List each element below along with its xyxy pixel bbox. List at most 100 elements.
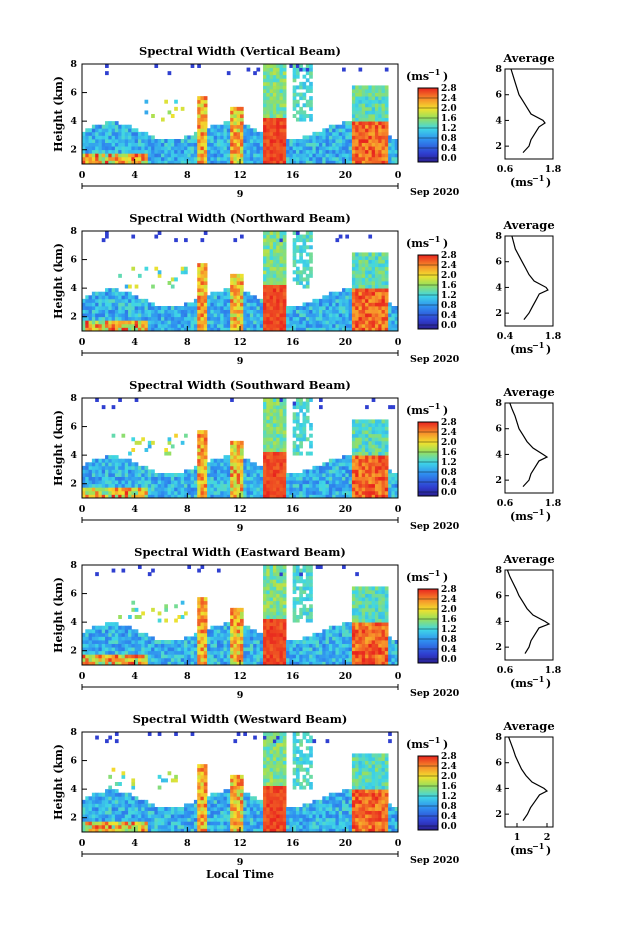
heatmap-cell <box>374 476 379 481</box>
heatmap-cell <box>82 135 86 140</box>
heatmap-cell <box>282 458 287 463</box>
heatmap-cell <box>134 607 139 612</box>
heatmap-cell <box>101 661 106 666</box>
heatmap-cell <box>276 618 280 623</box>
heatmap-cell <box>236 124 241 129</box>
heatmap-cell <box>374 458 379 463</box>
x-tick-label: 4 <box>131 337 138 348</box>
heatmap-cell <box>292 96 297 101</box>
heatmap-cell <box>233 458 238 463</box>
heatmap-cell <box>223 476 228 481</box>
heatmap-cell <box>299 259 303 264</box>
heatmap-cell <box>190 153 195 158</box>
heatmap-cell <box>190 640 195 644</box>
heatmap-cell <box>131 156 136 161</box>
heatmap-cell <box>207 298 211 303</box>
heatmap-cell <box>200 316 205 321</box>
heatmap-cell <box>233 483 238 488</box>
heatmap-cell <box>345 121 350 126</box>
heatmap-cell <box>161 117 165 122</box>
heatmap-cell <box>355 469 359 474</box>
heatmap-cell <box>351 149 356 154</box>
heatmap-cell <box>365 302 369 307</box>
heatmap-cell <box>88 483 93 488</box>
heatmap-cell <box>279 273 284 278</box>
heatmap-cell <box>292 433 297 438</box>
heatmap-cell <box>266 448 271 452</box>
heatmap-cell <box>282 277 287 282</box>
heatmap-cell <box>305 245 310 250</box>
heatmap-cell <box>365 309 369 314</box>
heatmap-cell <box>141 636 145 641</box>
heatmap-cell <box>243 640 247 644</box>
heatmap-cell <box>203 302 208 307</box>
heatmap-cell <box>124 625 129 630</box>
heatmap-cell <box>246 469 251 474</box>
heatmap-cell <box>197 106 201 111</box>
heatmap-cell <box>332 302 336 307</box>
heatmap-cell <box>325 309 330 314</box>
heatmap-cell <box>263 579 267 584</box>
heatmap-cell <box>272 277 277 282</box>
heatmap-cell <box>82 131 86 136</box>
heatmap-cell <box>374 426 379 431</box>
heatmap-cell <box>230 295 234 300</box>
heatmap-cell <box>207 465 211 470</box>
heatmap-cell <box>276 92 280 97</box>
heatmap-cell <box>91 473 96 477</box>
heatmap-cell <box>124 476 129 481</box>
heatmap-cell <box>388 480 392 485</box>
heatmap-cell <box>351 110 356 115</box>
heatmap-cell <box>108 306 113 310</box>
heatmap-cell <box>131 302 136 307</box>
heatmap-cell <box>131 149 136 154</box>
heatmap-cell <box>246 316 251 321</box>
heatmap-cell <box>236 487 241 492</box>
heatmap-cell <box>131 135 136 140</box>
heatmap-cell <box>200 135 205 140</box>
heatmap-cell <box>351 273 356 278</box>
heatmap-cell <box>371 455 376 460</box>
heatmap-cell <box>365 156 369 161</box>
heatmap-cell <box>137 487 142 492</box>
heatmap-cell <box>137 654 142 659</box>
heatmap-cell <box>128 323 132 328</box>
heatmap-cell <box>91 650 96 655</box>
heatmap-cell <box>134 320 139 325</box>
heatmap-cell <box>381 266 386 271</box>
heatmap-cell <box>216 139 221 143</box>
heatmap-cell <box>144 650 149 655</box>
heatmap-cell <box>345 146 350 151</box>
heatmap-cell <box>355 117 359 122</box>
heatmap-cell <box>263 327 267 332</box>
heatmap-cell <box>263 259 267 264</box>
heatmap-cell <box>230 465 234 470</box>
heatmap-cell <box>249 309 254 314</box>
heatmap-cell <box>230 110 234 115</box>
heatmap-cell <box>174 487 178 492</box>
heatmap-cell <box>144 494 149 499</box>
heatmap-cell <box>289 146 294 151</box>
heatmap-cell <box>368 426 373 431</box>
heatmap-cell <box>187 327 192 332</box>
heatmap-cell <box>374 451 379 456</box>
heatmap-cell <box>253 476 257 481</box>
heatmap-cell <box>88 476 93 481</box>
heatmap-cell <box>88 640 93 644</box>
heatmap-cell <box>345 135 350 140</box>
heatmap-cell <box>177 483 182 488</box>
heatmap-cell <box>302 92 307 97</box>
heatmap-cell <box>124 316 129 321</box>
heatmap-cell <box>223 636 228 641</box>
heatmap-cell <box>105 298 109 303</box>
heatmap-cell <box>355 270 359 275</box>
heatmap-cell <box>292 313 297 318</box>
heatmap-cell <box>355 284 359 289</box>
heatmap-cell <box>167 654 172 659</box>
heatmap-cell <box>240 444 244 449</box>
heatmap-cell <box>124 632 129 637</box>
heatmap-cell <box>154 266 159 271</box>
heatmap-cell <box>88 657 93 662</box>
heatmap-cell <box>384 256 389 260</box>
heatmap-cell <box>269 156 274 161</box>
